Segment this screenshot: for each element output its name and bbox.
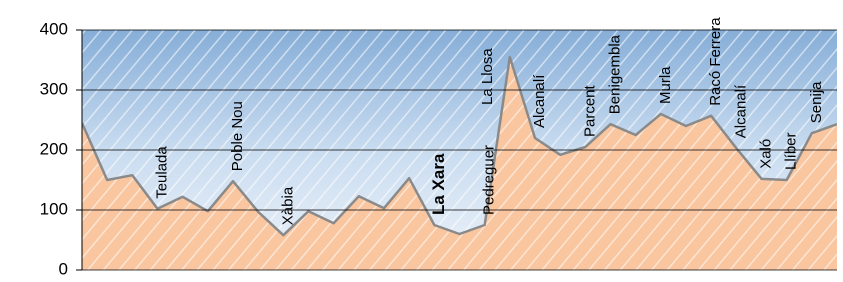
place-label: Murla <box>657 66 674 104</box>
place-label: La Xara <box>429 153 448 215</box>
place-label: La Llosa <box>479 48 496 105</box>
y-tick-label: 200 <box>40 139 68 158</box>
place-label: Senija <box>808 81 825 123</box>
place-label: Teulada <box>153 146 170 199</box>
place-label: Poble Nou <box>229 101 246 171</box>
y-tick-label: 300 <box>40 79 68 98</box>
y-tick-label: 400 <box>40 19 68 38</box>
place-label: Alcanalí <box>531 74 548 128</box>
place-label: Xàbia <box>279 186 296 225</box>
place-label: Llíber <box>783 132 800 170</box>
place-label: Xaló <box>757 139 774 169</box>
chart: 0 100 200 300 400 Teulada Poble Nou Xàbia La Xar… <box>0 0 843 282</box>
y-tick-label: 0 <box>59 259 68 278</box>
place-label: Pedreguer <box>481 145 498 215</box>
place-label: Racó Ferrera <box>707 17 724 106</box>
place-label: Parcent <box>581 84 598 137</box>
place-label: Benigembla <box>606 34 623 114</box>
y-tick-label: 100 <box>40 199 68 218</box>
place-label: Alcanalí <box>732 84 749 138</box>
